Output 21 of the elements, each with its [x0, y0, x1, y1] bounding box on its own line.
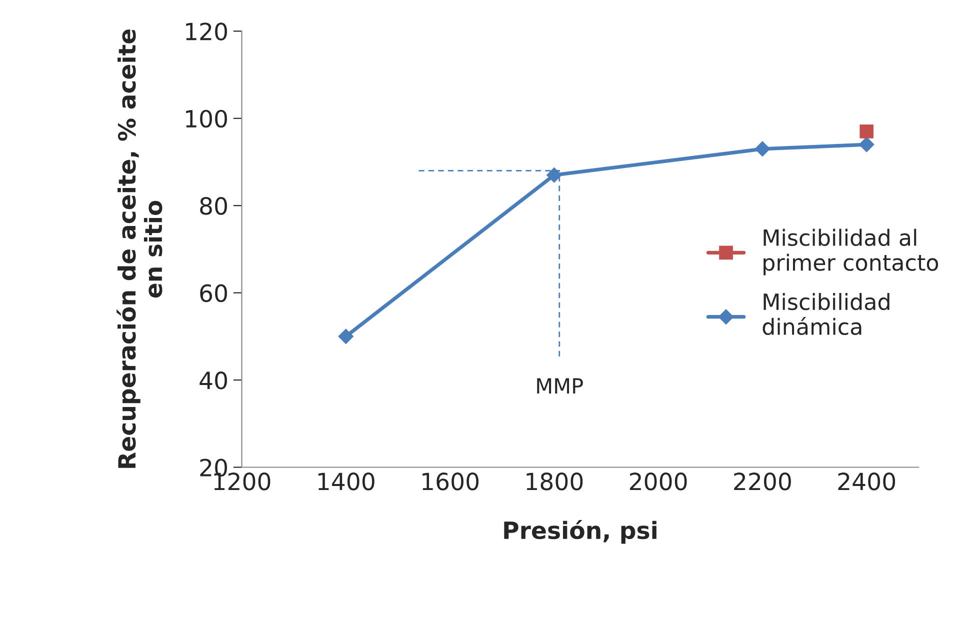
- x-tick-label: 2000: [630, 472, 687, 490]
- point: [859, 136, 874, 152]
- legend-label: Miscibilidad dinámica: [762, 292, 890, 336]
- x-tick-label: 2200: [734, 472, 791, 490]
- point: [860, 124, 874, 138]
- x-tick-label: 1600: [422, 472, 479, 490]
- y-tick-label: 120: [186, 22, 227, 40]
- x-axis-title: Presión, psi: [504, 520, 656, 544]
- point: [754, 141, 770, 156]
- x-tick-label: 1800: [526, 472, 583, 490]
- point: [338, 328, 354, 344]
- y-tick-label: 100: [186, 110, 227, 128]
- y-axis-title: Recuperación de aceite, % aceite en sitio: [116, 29, 162, 468]
- point: [546, 167, 562, 183]
- y-tick-label: 40: [200, 371, 227, 390]
- x-tick-label: 2400: [838, 472, 896, 490]
- x-tick-label: 1400: [318, 472, 374, 490]
- y-tick-label: 80: [200, 197, 227, 215]
- y-tick-label: 60: [200, 284, 227, 302]
- annotation: MMP: [537, 378, 583, 394]
- legend-label: Miscibilidad al primer contacto: [764, 228, 938, 276]
